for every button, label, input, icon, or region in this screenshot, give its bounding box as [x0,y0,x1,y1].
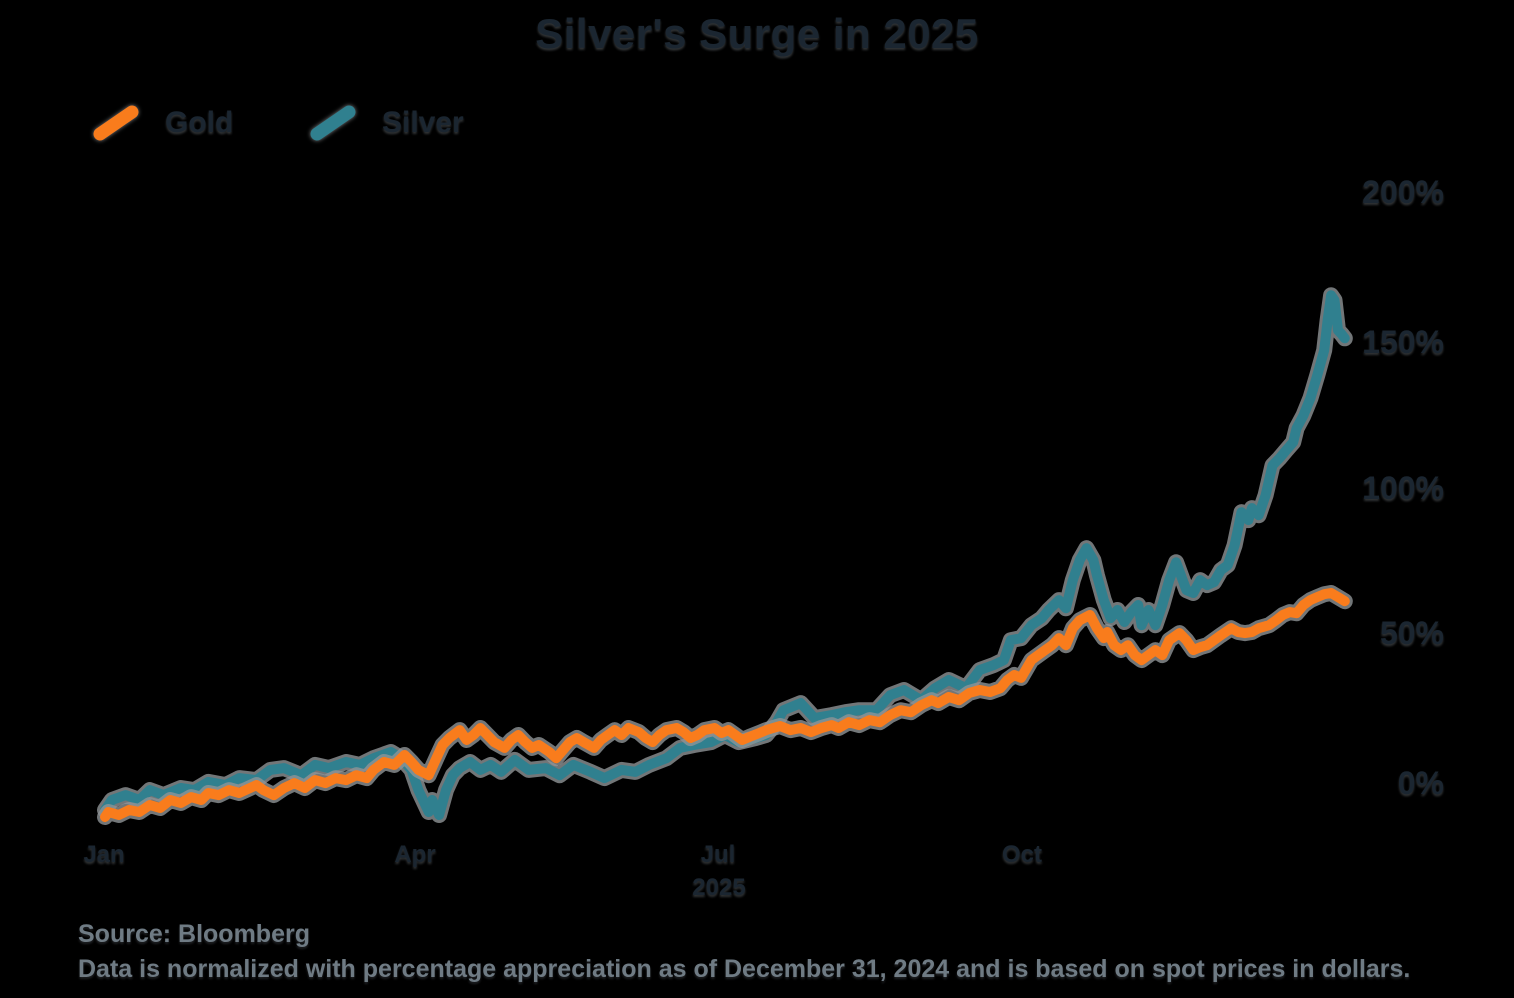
x-axis-year-label: 2025 [692,874,746,901]
x-axis-tick-label: Apr [394,841,436,868]
footnote-note: Data is normalized with percentage appre… [78,955,1411,983]
page-title: Silver's Surge in 2025 [535,10,979,57]
silver-series-line [100,290,1350,820]
legend-label-silver: Silver [382,106,464,139]
y-axis-tick-label: 200% [1362,174,1444,210]
y-axis-tick-label: 0% [1397,765,1444,801]
gold-line-icon [93,105,139,141]
silver-line-icon [310,105,356,141]
y-axis-tick-label: 50% [1379,615,1444,651]
x-axis-tick-label: Jul [700,841,736,868]
x-axis-tick-label: Oct [1001,841,1042,868]
legend-label-gold: Gold [165,106,234,139]
gold-series-line [100,588,1350,822]
x-axis-tick-label: Jan [83,841,125,868]
legend-item-gold: Gold [93,102,233,144]
y-axis-tick-label: 100% [1362,470,1444,506]
legend-item-silver: Silver [310,102,464,144]
source-note: Source: Bloomberg [78,920,310,948]
y-axis-tick-label: 150% [1362,324,1444,360]
